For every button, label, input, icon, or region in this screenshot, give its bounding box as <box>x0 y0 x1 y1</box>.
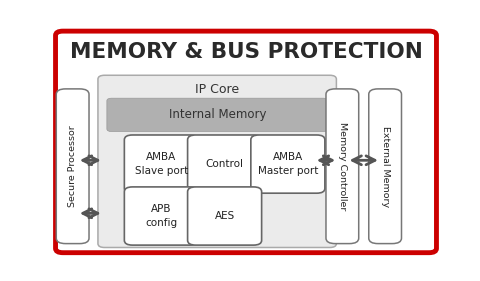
FancyBboxPatch shape <box>56 89 89 244</box>
FancyBboxPatch shape <box>98 75 336 248</box>
Text: Secure Processor: Secure Processor <box>68 125 77 207</box>
FancyBboxPatch shape <box>369 89 401 244</box>
FancyBboxPatch shape <box>124 135 198 193</box>
FancyBboxPatch shape <box>251 135 325 193</box>
FancyBboxPatch shape <box>188 187 262 245</box>
FancyBboxPatch shape <box>56 31 436 253</box>
FancyBboxPatch shape <box>124 187 198 245</box>
FancyBboxPatch shape <box>188 135 262 193</box>
Text: AMBA
Slave port: AMBA Slave port <box>135 152 188 176</box>
Text: Control: Control <box>205 159 244 169</box>
Text: IP Core: IP Core <box>195 83 239 96</box>
Text: MEMORY & BUS PROTECTION: MEMORY & BUS PROTECTION <box>70 42 422 62</box>
Text: Internal Memory: Internal Memory <box>168 108 266 121</box>
FancyBboxPatch shape <box>107 98 328 132</box>
FancyBboxPatch shape <box>326 89 359 244</box>
Text: Memory Controller: Memory Controller <box>338 122 347 210</box>
Text: External Memory: External Memory <box>381 126 390 207</box>
Text: APB
config: APB config <box>145 204 178 228</box>
Text: AES: AES <box>215 211 235 221</box>
Text: AMBA
Master port: AMBA Master port <box>258 152 318 176</box>
